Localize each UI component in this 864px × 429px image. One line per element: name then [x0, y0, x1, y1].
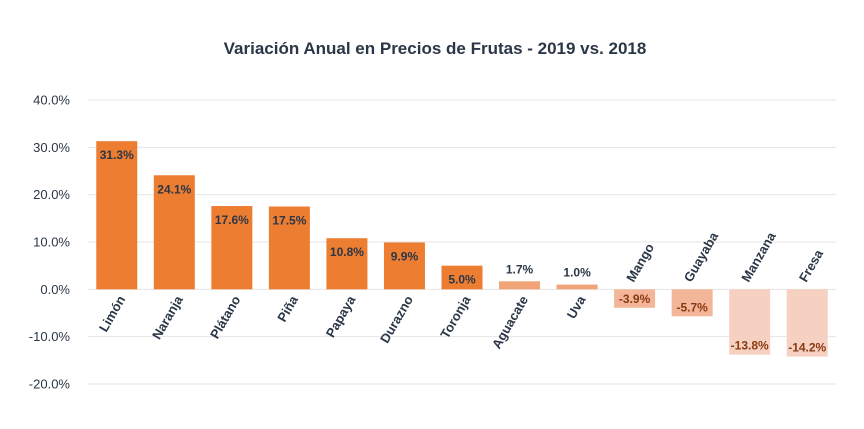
bar: [211, 206, 253, 290]
data-label: -3.9%: [619, 292, 651, 306]
bar: [383, 242, 425, 290]
bar: [499, 281, 541, 290]
category-label: Mango: [623, 241, 657, 285]
category-label: Durazno: [377, 293, 416, 346]
data-label: -13.8%: [731, 339, 769, 353]
data-label: 17.5%: [272, 214, 306, 228]
category-labels: Limón Naranja Plátano Piña Papaya Durazno Toro…: [96, 229, 827, 351]
y-tick-label: 40.0%: [33, 93, 70, 108]
data-label: 10.8%: [330, 245, 364, 259]
data-label: -14.2%: [788, 341, 826, 355]
category-label: Plátano: [207, 293, 243, 341]
data-label: 5.0%: [448, 273, 476, 287]
data-label: 9.9%: [391, 249, 419, 263]
category-label: Piña: [274, 292, 301, 324]
y-axis-ticks: 40.0% 30.0% 20.0% 10.0% 0.0% -10.0% -20.0%: [29, 93, 71, 392]
bar: [729, 289, 771, 355]
y-tick-label: 20.0%: [33, 187, 70, 202]
bar: [614, 289, 656, 308]
data-label: 1.0%: [563, 266, 591, 280]
category-label: Limón: [96, 293, 129, 334]
bar: [786, 289, 828, 357]
category-label: Uva: [564, 292, 589, 321]
y-tick-label: 10.0%: [33, 235, 70, 250]
data-label: 31.3%: [100, 148, 134, 162]
bar: [671, 289, 713, 317]
gridlines: [88, 99, 836, 385]
bar: [153, 175, 195, 290]
y-tick-label: 0.0%: [40, 282, 70, 297]
bars: [96, 141, 828, 357]
bar: [268, 206, 310, 290]
bar: [441, 265, 483, 290]
data-label: 24.1%: [157, 182, 191, 196]
bar: [326, 238, 368, 290]
category-label: Fresa: [796, 246, 827, 284]
category-label: Manzana: [738, 229, 779, 285]
category-label: Aguacate: [489, 293, 531, 351]
category-label: Guayaba: [681, 229, 722, 285]
data-label: 17.6%: [215, 213, 249, 227]
category-label: Toronja: [437, 292, 474, 341]
y-tick-label: -20.0%: [29, 377, 71, 392]
category-label: Papaya: [323, 292, 359, 340]
y-tick-label: -10.0%: [29, 329, 71, 344]
y-tick-label: 30.0%: [33, 140, 70, 155]
category-label: Naranja: [149, 292, 186, 341]
data-label: -5.7%: [676, 300, 708, 314]
bar: [96, 141, 138, 290]
chart-title: Variación Anual en Precios de Frutas - 2…: [224, 39, 647, 58]
data-labels: 31.3% 24.1% 17.6% 17.5% 10.8% 9.9% 5.0% 1.7% 1.0…: [100, 148, 827, 354]
data-label: 1.7%: [506, 262, 534, 276]
bar: [556, 284, 598, 290]
